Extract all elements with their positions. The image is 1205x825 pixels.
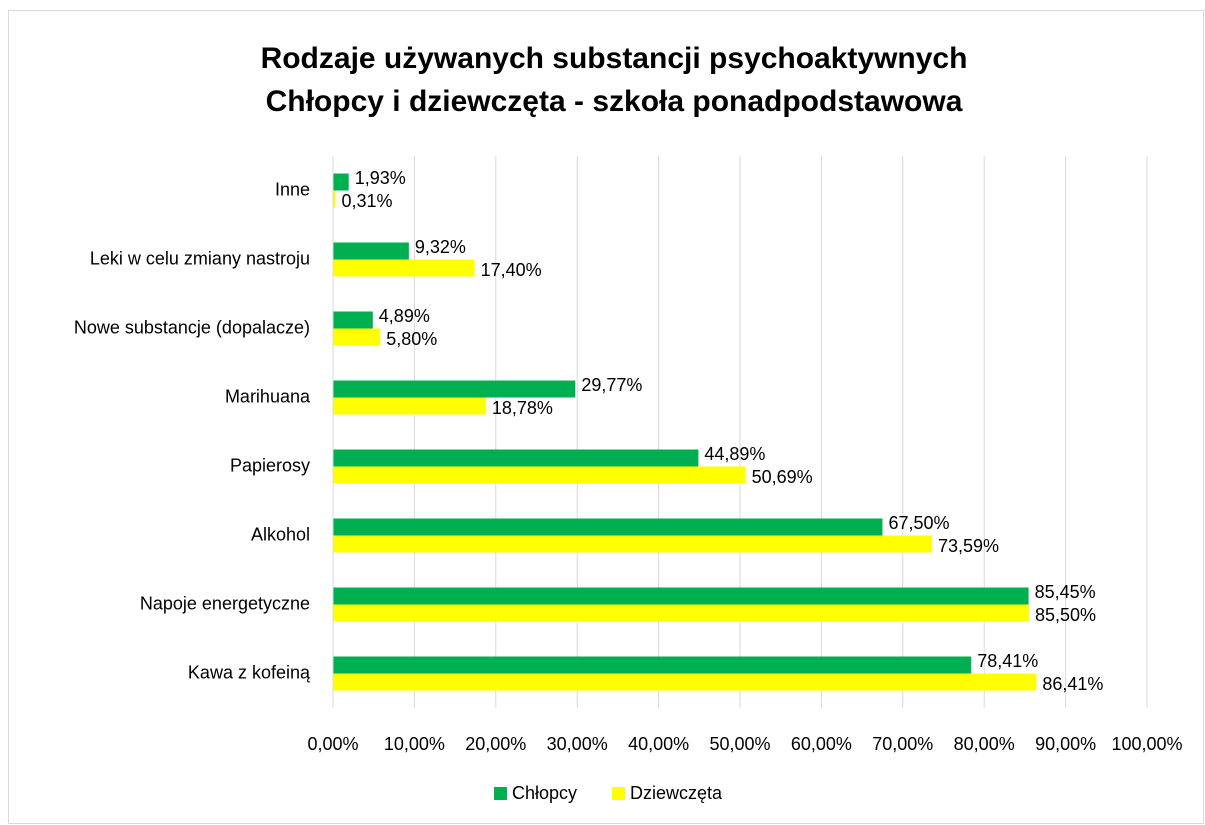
bar (333, 328, 381, 346)
data-label: 86,41% (1042, 674, 1103, 694)
bar (333, 673, 1037, 691)
data-label: 50,69% (752, 467, 813, 487)
y-tick-label: Nowe substancje (dopalacze) (74, 317, 310, 337)
x-tick-label: 0,00% (307, 734, 358, 754)
data-label: 44,89% (704, 444, 765, 464)
chart-border (8, 10, 1204, 824)
x-tick-label: 60,00% (791, 734, 852, 754)
x-tick-label: 40,00% (628, 734, 689, 754)
bar (333, 656, 972, 674)
y-tick-label: Kawa z kofeiną (188, 662, 311, 682)
bar (333, 173, 349, 191)
x-tick-label: 10,00% (384, 734, 445, 754)
data-label: 73,59% (938, 536, 999, 556)
y-tick-label: Napoje energetyczne (140, 593, 310, 613)
legend-swatch (612, 787, 625, 800)
y-tick-label: Leki w celu zmiany nastroju (90, 248, 310, 268)
data-label: 0,31% (342, 191, 393, 211)
chart-title: Rodzaje używanych substancji psychoaktyw… (261, 42, 968, 75)
data-label: 1,93% (355, 168, 406, 188)
bar (333, 587, 1029, 605)
y-tick-label: Alkohol (251, 524, 310, 544)
bar (333, 518, 883, 536)
data-label: 85,45% (1035, 582, 1096, 602)
bar (333, 466, 746, 484)
x-tick-label: 30,00% (547, 734, 608, 754)
bar (333, 449, 699, 467)
data-label: 67,50% (888, 513, 949, 533)
x-tick-label: 80,00% (954, 734, 1015, 754)
x-tick-label: 20,00% (465, 734, 526, 754)
bar (333, 380, 576, 398)
data-label: 29,77% (581, 375, 642, 395)
data-label: 85,50% (1035, 605, 1096, 625)
bar (333, 190, 336, 208)
x-tick-label: 90,00% (1035, 734, 1096, 754)
chart-title: Chłopcy i dziewczęta - szkoła ponadpodst… (266, 85, 963, 118)
bar (333, 397, 486, 415)
y-tick-label: Papierosy (230, 455, 310, 475)
x-tick-label: 70,00% (872, 734, 933, 754)
y-tick-label: Inne (275, 179, 310, 199)
bar (333, 535, 933, 553)
data-label: 78,41% (977, 651, 1038, 671)
data-label: 4,89% (379, 306, 430, 326)
legend-label: Chłopcy (512, 783, 577, 803)
x-tick-label: 100,00% (1111, 734, 1182, 754)
bar (333, 604, 1029, 622)
data-label: 17,40% (481, 260, 542, 280)
bar (333, 259, 475, 277)
legend-label: Dziewczęta (630, 783, 723, 803)
x-tick-label: 50,00% (709, 734, 770, 754)
data-label: 5,80% (386, 329, 437, 349)
legend-swatch (494, 787, 507, 800)
bar (333, 311, 373, 329)
data-label: 9,32% (415, 237, 466, 257)
data-label: 18,78% (492, 398, 553, 418)
y-tick-label: Marihuana (225, 386, 311, 406)
bar (333, 242, 409, 260)
